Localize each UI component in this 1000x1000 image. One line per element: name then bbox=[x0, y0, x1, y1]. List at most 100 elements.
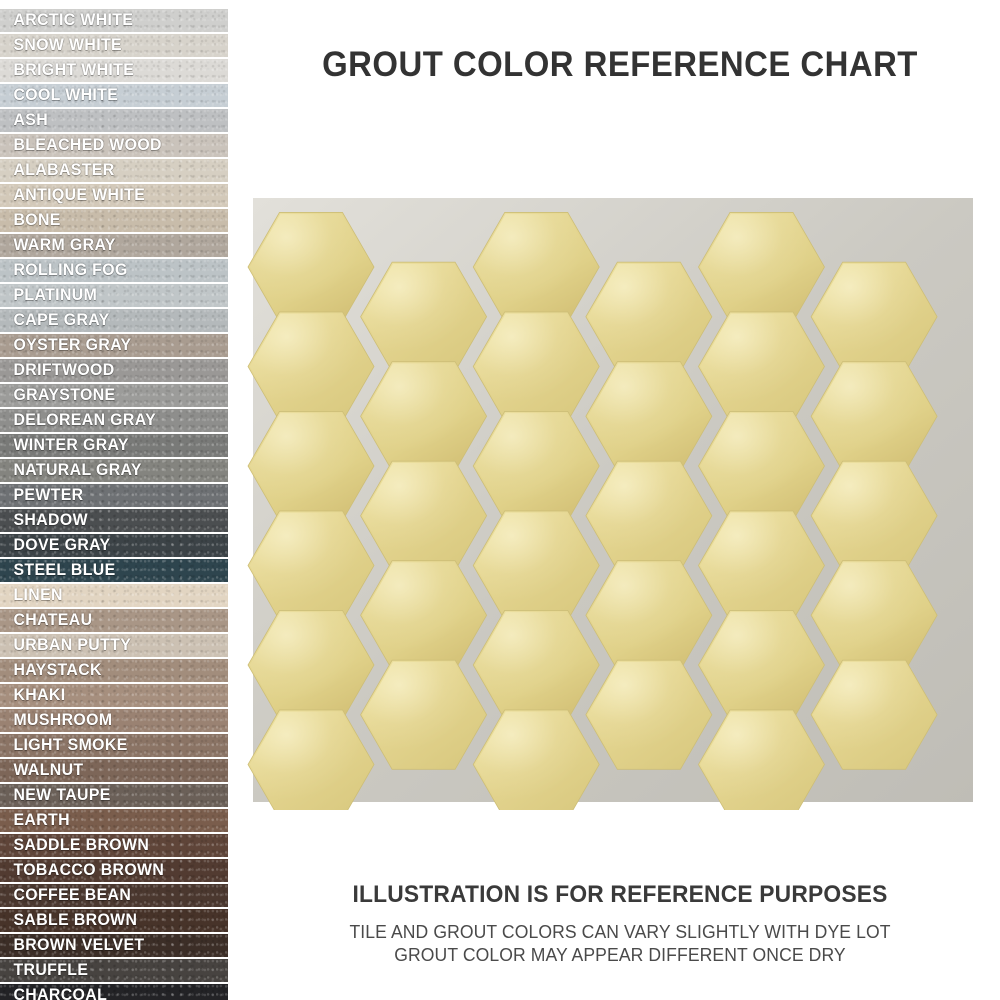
grout-swatch-row[interactable]: WINTER GRAY bbox=[0, 434, 228, 457]
grout-swatch-label: EARTH bbox=[13, 811, 70, 829]
hexagon-tile-gloss bbox=[249, 612, 373, 718]
grout-swatch-row[interactable]: DELOREAN GRAY bbox=[0, 409, 228, 432]
grout-swatch-label: PLATINUM bbox=[13, 286, 98, 304]
hexagon-tile-gloss bbox=[475, 711, 598, 810]
hexagon-tile-gloss bbox=[700, 413, 823, 519]
grout-swatch-label: SABLE BROWN bbox=[13, 911, 138, 929]
grout-swatch-row[interactable]: LINEN bbox=[0, 584, 228, 607]
hexagon-tile-gloss bbox=[700, 313, 823, 420]
hexagon-tiles-group bbox=[247, 212, 938, 810]
grout-swatch-row[interactable]: GRAYSTONE bbox=[0, 384, 228, 407]
grout-swatch-label: NATURAL GRAY bbox=[13, 461, 142, 479]
hexagon-tile-gloss bbox=[587, 263, 710, 370]
grout-swatch-row[interactable]: ARCTIC WHITE bbox=[0, 9, 228, 32]
grout-swatch-label: WALNUT bbox=[13, 761, 84, 779]
grout-swatch-row[interactable]: CHATEAU bbox=[0, 609, 228, 632]
footer-note-dye-lot: TILE AND GROUT COLORS CAN VARY SLIGHTLY … bbox=[349, 921, 891, 942]
grout-swatch-label: DRIFTWOOD bbox=[13, 361, 115, 379]
hexagon-tile-gloss bbox=[475, 413, 598, 519]
grout-swatch-row[interactable]: TOBACCO BROWN bbox=[0, 859, 228, 882]
grout-swatch-row[interactable]: SNOW WHITE bbox=[0, 34, 228, 57]
grout-swatch-row[interactable]: LIGHT SMOKE bbox=[0, 734, 228, 757]
grout-swatch-row[interactable]: ASH bbox=[0, 109, 228, 132]
grout-swatch-label: STEEL BLUE bbox=[13, 561, 116, 579]
grout-swatch-label: LINEN bbox=[13, 586, 63, 604]
grout-swatch-label: BONE bbox=[13, 211, 61, 229]
hexagon-tile-gloss bbox=[587, 562, 710, 669]
grout-swatch-row[interactable]: COFFEE BEAN bbox=[0, 884, 228, 907]
grout-swatch-label: ANTIQUE WHITE bbox=[13, 186, 146, 204]
grout-swatch-row[interactable]: PLATINUM bbox=[0, 284, 228, 307]
grout-swatch-row[interactable]: SHADOW bbox=[0, 509, 228, 532]
grout-swatch-label: BRIGHT WHITE bbox=[13, 61, 135, 79]
grout-swatch-label: COOL WHITE bbox=[13, 86, 119, 104]
grout-swatch-row[interactable]: WARM GRAY bbox=[0, 234, 228, 257]
grout-swatch-label: KHAKI bbox=[13, 686, 66, 704]
footer-note-once-dry: GROUT COLOR MAY APPEAR DIFFERENT ONCE DR… bbox=[394, 944, 846, 965]
grout-swatch-label: ROLLING FOG bbox=[13, 261, 128, 279]
grout-swatch-row[interactable]: MUSHROOM bbox=[0, 709, 228, 732]
grout-swatch-row[interactable]: ALABASTER bbox=[0, 159, 228, 182]
grout-swatch-label: DOVE GRAY bbox=[13, 536, 111, 554]
grout-swatch-row[interactable]: BLEACHED WOOD bbox=[0, 134, 228, 157]
grout-swatch-row[interactable]: DRIFTWOOD bbox=[0, 359, 228, 382]
grout-swatch-label: CHARCOAL bbox=[13, 986, 108, 1000]
hexagon-tile-gloss bbox=[249, 711, 373, 810]
grout-swatch-label: ARCTIC WHITE bbox=[13, 11, 134, 29]
grout-swatch-label: SADDLE BROWN bbox=[13, 836, 150, 854]
grout-swatch-row[interactable]: CAPE GRAY bbox=[0, 309, 228, 332]
hexagon-tile-gloss bbox=[700, 512, 823, 619]
hexagon-tile-gloss bbox=[475, 214, 598, 320]
grout-swatch-row[interactable]: SABLE BROWN bbox=[0, 909, 228, 932]
hexagon-tile-illustration bbox=[243, 190, 983, 810]
grout-swatch-row[interactable]: NATURAL GRAY bbox=[0, 459, 228, 482]
hexagon-tile-gloss bbox=[362, 661, 485, 768]
grout-swatch-label: SNOW WHITE bbox=[13, 36, 122, 54]
grout-swatch-label: DELOREAN GRAY bbox=[13, 411, 157, 429]
grout-swatch-row[interactable]: URBAN PUTTY bbox=[0, 634, 228, 657]
hexagon-tile-gloss bbox=[812, 562, 936, 669]
grout-swatch-row[interactable]: NEW TAUPE bbox=[0, 784, 228, 807]
hexagon-tile-gloss bbox=[249, 214, 373, 320]
hexagon-tile-gloss bbox=[700, 612, 823, 718]
grout-swatch-row[interactable]: BROWN VELVET bbox=[0, 934, 228, 957]
grout-swatch-list: ARCTIC WHITE SNOW WHITE BRIGHT WHITE COOL W… bbox=[0, 9, 232, 1000]
hexagon-tile-gloss bbox=[587, 363, 710, 470]
hexagon-tile-gloss bbox=[587, 462, 710, 569]
grout-swatch-row[interactable]: HAYSTACK bbox=[0, 659, 228, 682]
grout-swatch-label: LIGHT SMOKE bbox=[13, 736, 128, 754]
grout-swatch-row[interactable]: STEEL BLUE bbox=[0, 559, 228, 582]
grout-swatch-row[interactable]: BONE bbox=[0, 209, 228, 232]
grout-swatch-label: TRUFFLE bbox=[13, 961, 89, 979]
grout-swatch-label: CAPE GRAY bbox=[13, 311, 110, 329]
hexagon-mosaic-svg bbox=[243, 190, 983, 810]
hexagon-tile-gloss bbox=[812, 363, 936, 470]
grout-swatch-row[interactable]: ROLLING FOG bbox=[0, 259, 228, 282]
hexagon-tile-gloss bbox=[362, 562, 485, 669]
hexagon-tile-gloss bbox=[700, 711, 823, 810]
hexagon-tile-gloss bbox=[362, 363, 485, 470]
grout-swatch-row[interactable]: TRUFFLE bbox=[0, 959, 228, 982]
grout-swatch-row[interactable]: WALNUT bbox=[0, 759, 228, 782]
grout-swatch-label: NEW TAUPE bbox=[13, 786, 111, 804]
grout-swatch-row[interactable]: DOVE GRAY bbox=[0, 534, 228, 557]
hexagon-tile-gloss bbox=[812, 263, 936, 370]
hexagon-tile-gloss bbox=[249, 313, 373, 420]
grout-swatch-row[interactable]: OYSTER GRAY bbox=[0, 334, 228, 357]
footer-heading: ILLUSTRATION IS FOR REFERENCE PURPOSES bbox=[352, 881, 888, 908]
grout-swatch-row[interactable]: CHARCOAL bbox=[0, 984, 228, 1000]
hexagon-tile-gloss bbox=[475, 313, 598, 420]
grout-swatch-label: OYSTER GRAY bbox=[13, 336, 132, 354]
grout-swatch-row[interactable]: SADDLE BROWN bbox=[0, 834, 228, 857]
grout-swatch-label: TOBACCO BROWN bbox=[13, 861, 165, 879]
grout-swatch-label: COFFEE BEAN bbox=[13, 886, 132, 904]
hexagon-tile-gloss bbox=[475, 512, 598, 619]
grout-swatch-label: BROWN VELVET bbox=[13, 936, 145, 954]
grout-swatch-row[interactable]: EARTH bbox=[0, 809, 228, 832]
grout-swatch-row[interactable]: PEWTER bbox=[0, 484, 228, 507]
grout-swatch-row[interactable]: KHAKI bbox=[0, 684, 228, 707]
grout-swatch-row[interactable]: BRIGHT WHITE bbox=[0, 59, 228, 82]
hexagon-tile-gloss bbox=[249, 512, 373, 619]
grout-swatch-row[interactable]: COOL WHITE bbox=[0, 84, 228, 107]
grout-swatch-row[interactable]: ANTIQUE WHITE bbox=[0, 184, 228, 207]
